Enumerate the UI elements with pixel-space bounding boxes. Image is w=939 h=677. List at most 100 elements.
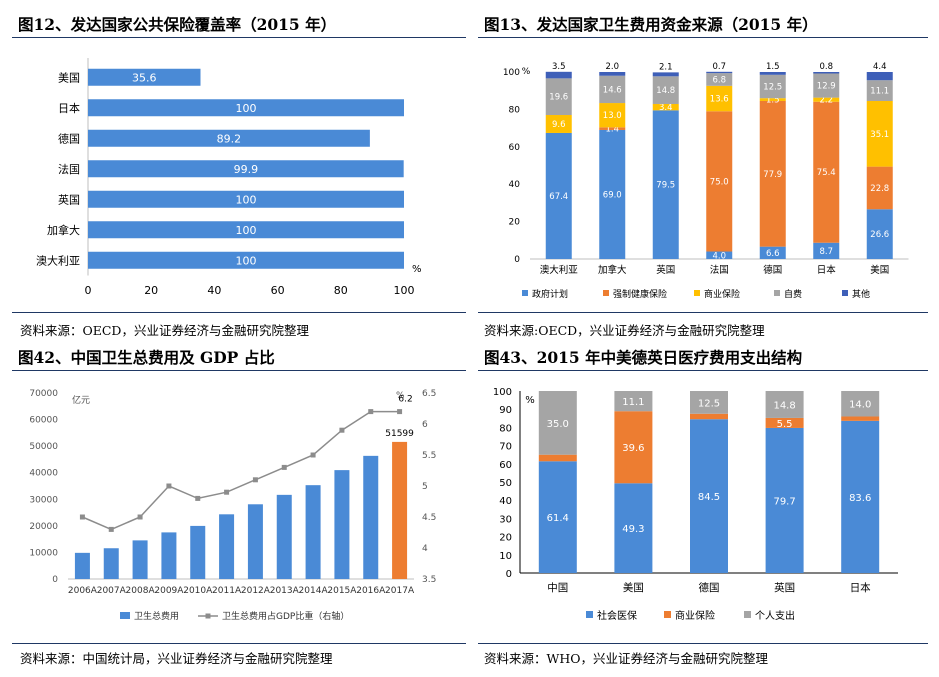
y-tick-label-p42: 70000 (29, 389, 58, 399)
bar-segment-p43 (690, 391, 728, 414)
category-label-p42: 2016A (356, 586, 386, 596)
bar-segment-p13 (545, 78, 572, 116)
bar-segment-p43 (538, 461, 577, 573)
legend-label-p42: 卫生总费用 (134, 610, 179, 622)
data-label-p13: 2.1 (659, 62, 673, 72)
y2-tick-label-p42: 6.5 (422, 389, 436, 399)
data-label-p43: 79.7 (773, 496, 795, 507)
category-label-p13: 德国 (763, 264, 782, 276)
data-label-p13: 1.5 (766, 62, 780, 72)
line-marker-p42 (166, 483, 172, 489)
category-label-p13: 英国 (656, 264, 675, 276)
line-marker-p42 (79, 514, 85, 520)
legend-label-p13: 政府计划 (532, 288, 568, 300)
legend-swatch-p42 (120, 612, 130, 619)
legend-label-p13: 自费 (784, 288, 802, 300)
legend-label-p42: 卫生总费用占GDP比重（右轴） (222, 610, 349, 622)
data-label-p13: 1.5 (766, 96, 780, 106)
bar-segment-p13 (652, 110, 679, 260)
bar-p42 (247, 504, 263, 579)
category-label-p42: 2013A (270, 586, 300, 596)
bar-segment-p13 (813, 72, 840, 74)
data-label-p43: 14.0 (849, 400, 871, 411)
legend-label-p13: 强制健康保险 (613, 288, 667, 300)
bar-segment-p13 (813, 73, 840, 98)
y2-axis-label-p42: % (396, 391, 405, 401)
data-label-p13: 35.1 (870, 130, 889, 140)
bar-segment-p43 (538, 454, 577, 462)
line-marker-p42 (224, 489, 230, 495)
source-rule-p42 (12, 643, 466, 644)
data-label-p12: 99.9 (234, 163, 259, 176)
bar-p42 (305, 485, 321, 579)
category-label-p12: 日本 (58, 101, 80, 115)
data-label-p12: 35.6 (132, 71, 157, 84)
y-tick-label-p43: 40 (499, 496, 512, 507)
category-label-p12: 德国 (58, 131, 80, 145)
data-label-p13: 4.4 (873, 62, 887, 72)
legend-swatch-p13 (694, 290, 700, 296)
line-marker-p42 (252, 477, 258, 483)
bar-segment-p43 (765, 417, 804, 428)
bar-segment-p43 (841, 416, 880, 421)
bar-segment-p13 (813, 242, 840, 259)
chart-p43: 0102030405060708090100%61.43.635.0中国49.3… (493, 387, 898, 622)
bar-p42 (132, 540, 148, 579)
y-axis-label-p42: 亿元 (72, 394, 90, 406)
category-label-p42: 2011A (212, 586, 242, 596)
series-line-p42 (82, 410, 400, 531)
data-label-p43: 61.4 (547, 513, 569, 524)
category-label-p42: 2006A (68, 586, 98, 596)
category-label-p43: 日本 (850, 581, 871, 594)
bar-segment-p13 (866, 80, 893, 101)
bar-segment-p13 (813, 101, 840, 243)
y-tick-label-p43: 100 (493, 387, 512, 398)
bar-segment-p13 (759, 72, 786, 75)
data-label-p13: 69.0 (603, 190, 622, 200)
bar-p42 (161, 532, 177, 579)
bar-p12 (88, 68, 201, 86)
y-tick-label-p43: 80 (499, 423, 512, 434)
data-label-p13: 75.4 (817, 168, 836, 178)
category-label-p42: 2012A (241, 586, 271, 596)
category-label-p42: 2015A (327, 586, 357, 596)
chart-title-p43: 图43、2015 年中美德英日医疗费用支出结构 (484, 348, 803, 367)
data-label-p43: 14.8 (773, 400, 795, 411)
category-label-p43: 中国 (547, 581, 568, 594)
y2-tick-label-p42: 3.5 (422, 575, 436, 585)
title-rule-p13 (478, 37, 928, 38)
data-label-p13: 0.8 (819, 62, 833, 72)
line-marker-p42 (310, 452, 316, 458)
bar-segment-p13 (652, 103, 679, 111)
bar-segment-p13 (599, 72, 626, 76)
unit-label-p43: % (525, 395, 535, 406)
bar-segment-p13 (759, 100, 786, 247)
line-marker-p42 (108, 526, 114, 532)
y-tick-label-p43: 30 (499, 514, 512, 525)
bar-p42 (276, 494, 292, 579)
data-label-p13: 9.6 (552, 120, 566, 130)
bar-segment-p43 (614, 483, 653, 573)
x-tick-label-p12: 40 (207, 284, 221, 297)
bar-segment-p13 (599, 103, 626, 128)
data-label-p12: 100 (236, 193, 257, 206)
x-tick-label-p12: 0 (85, 284, 92, 297)
bar-p12 (88, 190, 404, 208)
bar-segment-p43 (841, 420, 880, 573)
y-tick-label-p13: 80 (509, 105, 521, 115)
x-tick-label-p12: 100 (394, 284, 415, 297)
legend-swatch-p43 (586, 611, 593, 618)
y2-tick-label-p42: 4 (422, 544, 428, 554)
category-label-p42: 2014A (299, 586, 329, 596)
bar-segment-p13 (545, 115, 572, 133)
y-tick-label-p42: 50000 (29, 442, 58, 452)
legend-label-p13: 商业保险 (704, 288, 740, 300)
category-label-p12: 法国 (58, 162, 80, 176)
data-label-p13: 12.9 (817, 82, 836, 92)
data-label-p13: 3.4 (659, 103, 673, 113)
category-label-p13: 日本 (817, 264, 837, 276)
bar-segment-p13 (866, 72, 893, 81)
data-label-p12: 100 (236, 102, 257, 115)
data-label-p13: 12.5 (763, 82, 782, 92)
data-label-p42: 6.2 (398, 395, 412, 405)
